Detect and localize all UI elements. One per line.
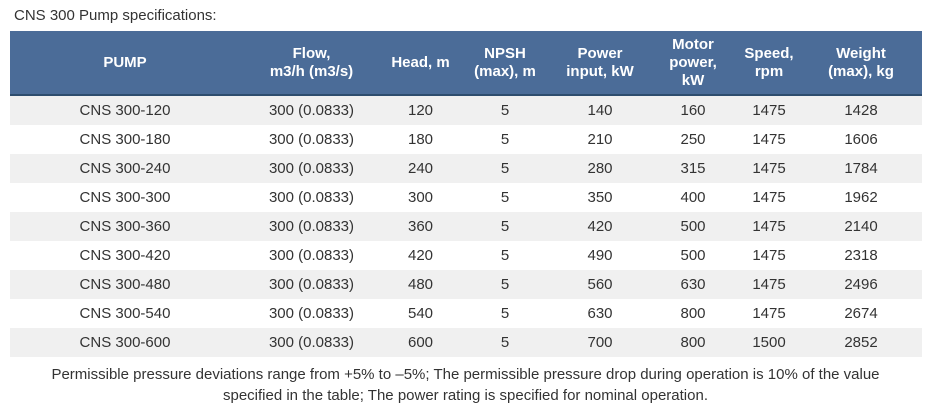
head-cell: 420 (407, 247, 434, 264)
header-head: Head, m (383, 31, 458, 96)
power-input-cell: 490 (587, 247, 613, 264)
table-row: CNS 300-180 300 (0.0833) 180 5 210 250 1… (10, 125, 922, 154)
header-motor-power: Motor power, kW (648, 31, 738, 96)
head-cell: 300 (407, 189, 434, 206)
table-row: CNS 300-360 300 (0.0833) 360 5 420 500 1… (10, 212, 922, 241)
header-weight: Weight (max), kg (800, 31, 922, 96)
power-input-cell: 350 (587, 189, 613, 206)
npsh-cell: 5 (500, 334, 510, 351)
weight-cell: 2318 (844, 247, 878, 264)
speed-cell: 1475 (752, 305, 786, 322)
npsh-cell: 5 (500, 247, 510, 264)
pump-model-cell: CNS 300-480 (79, 276, 171, 293)
flow-cell: 300 (0.0833) (268, 334, 355, 351)
weight-cell: 1962 (844, 189, 878, 206)
motor-power-cell: 500 (680, 218, 706, 235)
motor-power-cell: 800 (680, 305, 706, 322)
motor-power-cell: 630 (680, 276, 706, 293)
motor-power-cell: 400 (680, 189, 706, 206)
speed-cell: 1475 (752, 102, 786, 119)
table-body: CNS 300-120 300 (0.0833) 120 5 140 160 1… (10, 95, 922, 357)
speed-cell: 1475 (752, 189, 786, 206)
weight-cell: 1784 (844, 160, 878, 177)
speed-cell: 1475 (752, 160, 786, 177)
table-row: CNS 300-480 300 (0.0833) 480 5 560 630 1… (10, 270, 922, 299)
table-row: CNS 300-420 300 (0.0833) 420 5 490 500 1… (10, 241, 922, 270)
table-row: CNS 300-120 300 (0.0833) 120 5 140 160 1… (10, 95, 922, 125)
speed-cell: 1475 (752, 247, 786, 264)
weight-cell: 1606 (844, 131, 878, 148)
header-pump: PUMP (10, 31, 240, 96)
motor-power-cell: 160 (680, 102, 706, 119)
power-input-cell: 280 (587, 160, 613, 177)
weight-cell: 2496 (844, 276, 878, 293)
speed-cell: 1475 (752, 276, 786, 293)
pump-model-cell: CNS 300-420 (79, 247, 171, 264)
pump-model-cell: CNS 300-240 (79, 160, 171, 177)
speed-cell: 1475 (752, 218, 786, 235)
pump-model-cell: CNS 300-180 (79, 131, 171, 148)
motor-power-cell: 250 (680, 131, 706, 148)
flow-cell: 300 (0.0833) (268, 305, 355, 322)
head-cell: 540 (407, 305, 434, 322)
npsh-cell: 5 (500, 305, 510, 322)
header-flow: Flow, m3/h (m3/s) (240, 31, 383, 96)
header-power-input: Power input, kW (552, 31, 648, 96)
head-cell: 180 (407, 131, 434, 148)
npsh-cell: 5 (500, 131, 510, 148)
weight-cell: 2674 (844, 305, 878, 322)
motor-power-cell: 315 (680, 160, 706, 177)
motor-power-cell: 500 (680, 247, 706, 264)
npsh-cell: 5 (500, 218, 510, 235)
table-header: PUMP Flow, m3/h (m3/s) Head, m NPSH (max… (10, 31, 922, 96)
speed-cell: 1475 (752, 131, 786, 148)
pump-model-cell: CNS 300-360 (79, 218, 171, 235)
npsh-cell: 5 (500, 276, 510, 293)
flow-cell: 300 (0.0833) (268, 102, 355, 119)
weight-cell: 2140 (844, 218, 878, 235)
flow-cell: 300 (0.0833) (268, 218, 355, 235)
flow-cell: 300 (0.0833) (268, 189, 355, 206)
head-cell: 600 (407, 334, 434, 351)
pump-model-cell: CNS 300-540 (79, 305, 171, 322)
head-cell: 360 (407, 218, 434, 235)
power-input-cell: 700 (587, 334, 613, 351)
power-input-cell: 210 (587, 131, 613, 148)
pump-model-cell: CNS 300-600 (79, 334, 171, 351)
head-cell: 120 (407, 102, 434, 119)
table-row: CNS 300-600 300 (0.0833) 600 5 700 800 1… (10, 328, 922, 357)
flow-cell: 300 (0.0833) (268, 247, 355, 264)
pump-model-cell: CNS 300-120 (79, 102, 171, 119)
table-row: CNS 300-300 300 (0.0833) 300 5 350 400 1… (10, 183, 922, 212)
page-title: CNS 300 Pump specifications: (14, 7, 217, 24)
weight-cell: 1428 (844, 102, 878, 119)
flow-cell: 300 (0.0833) (268, 160, 355, 177)
pump-spec-table: PUMP Flow, m3/h (m3/s) Head, m NPSH (max… (10, 31, 922, 357)
npsh-cell: 5 (500, 189, 510, 206)
power-input-cell: 630 (587, 305, 613, 322)
table-row: CNS 300-540 300 (0.0833) 540 5 630 800 1… (10, 299, 922, 328)
pump-model-cell: CNS 300-300 (79, 189, 171, 206)
header-npsh: NPSH (max), m (458, 31, 552, 96)
power-input-cell: 420 (587, 218, 613, 235)
footer-note: Permissible pressure deviations range fr… (51, 366, 880, 404)
power-input-cell: 140 (587, 102, 613, 119)
npsh-cell: 5 (500, 160, 510, 177)
npsh-cell: 5 (500, 102, 510, 119)
power-input-cell: 560 (587, 276, 613, 293)
table-row: CNS 300-240 300 (0.0833) 240 5 280 315 1… (10, 154, 922, 183)
head-cell: 480 (407, 276, 434, 293)
flow-cell: 300 (0.0833) (268, 276, 355, 293)
motor-power-cell: 800 (680, 334, 706, 351)
header-speed: Speed, rpm (738, 31, 800, 96)
weight-cell: 2852 (844, 334, 878, 351)
head-cell: 240 (407, 160, 434, 177)
flow-cell: 300 (0.0833) (268, 131, 355, 148)
speed-cell: 1500 (752, 334, 786, 351)
table-header-row: PUMP Flow, m3/h (m3/s) Head, m NPSH (max… (10, 31, 922, 96)
